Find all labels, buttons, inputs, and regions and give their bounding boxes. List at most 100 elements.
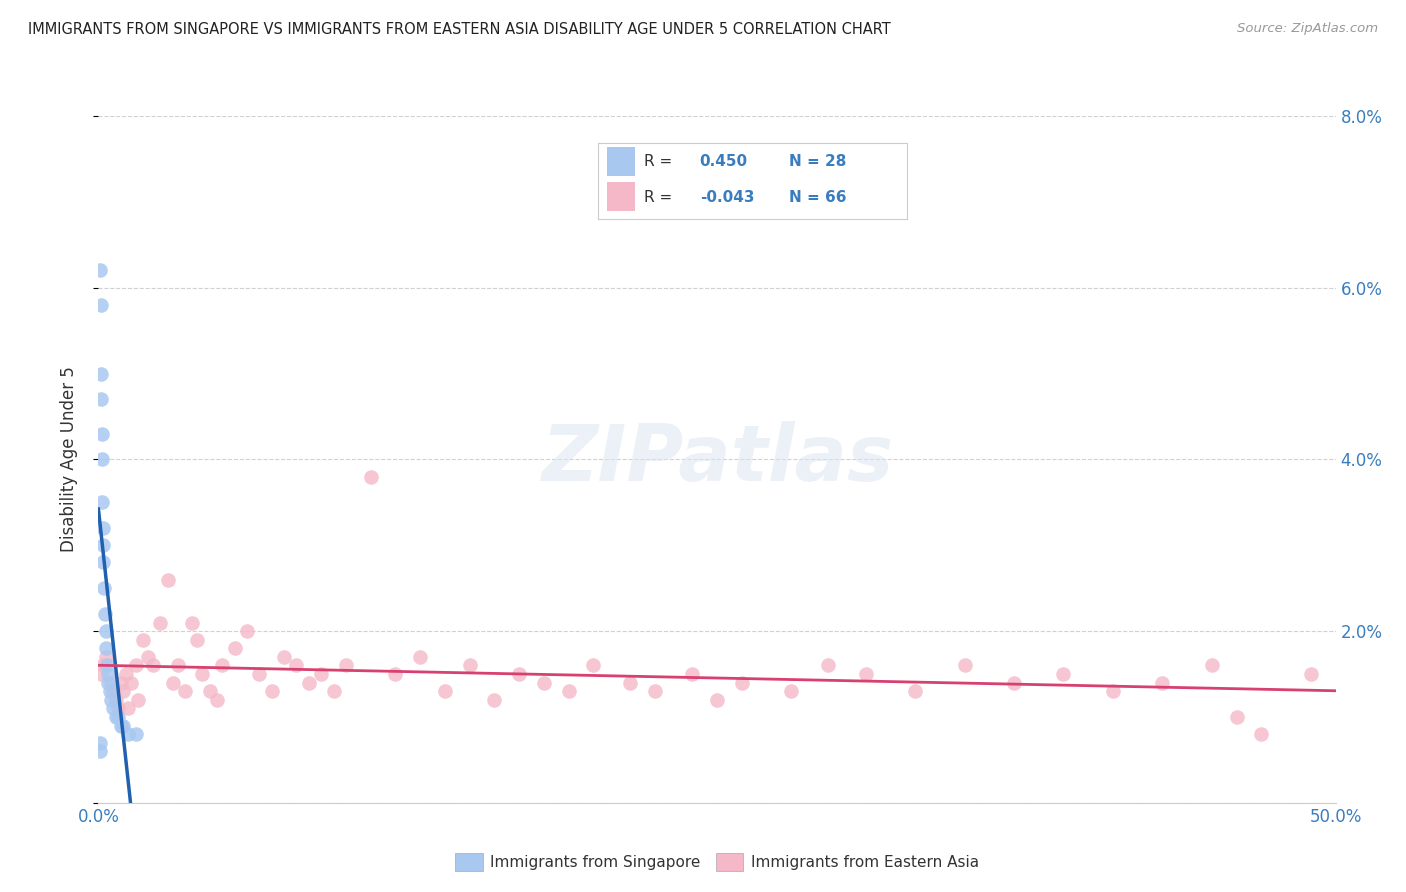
- Point: [97, 667, 120, 681]
- Point: [855, 667, 877, 681]
- Text: ZIPatlas: ZIPatlas: [541, 421, 893, 498]
- Text: Source: ZipAtlas.com: Source: ZipAtlas.com: [1237, 22, 1378, 36]
- Point: [191, 667, 214, 681]
- Point: [198, 684, 221, 698]
- Point: [117, 701, 139, 715]
- Point: [1102, 684, 1125, 698]
- Point: [236, 624, 259, 639]
- Point: [94, 624, 117, 639]
- Point: [93, 658, 115, 673]
- Point: [100, 675, 122, 690]
- Point: [1201, 658, 1223, 673]
- Point: [1250, 727, 1272, 741]
- Point: [156, 573, 179, 587]
- Point: [706, 692, 728, 706]
- Point: [93, 581, 115, 595]
- Point: [619, 675, 641, 690]
- Point: [91, 452, 114, 467]
- Point: [582, 658, 605, 673]
- Text: R =: R =: [644, 154, 672, 169]
- Point: [90, 426, 112, 441]
- Text: IMMIGRANTS FROM SINGAPORE VS IMMIGRANTS FROM EASTERN ASIA DISABILITY AGE UNDER 5: IMMIGRANTS FROM SINGAPORE VS IMMIGRANTS …: [28, 22, 891, 37]
- Point: [181, 615, 204, 630]
- Point: [124, 727, 146, 741]
- Point: [93, 555, 115, 570]
- Point: [1226, 710, 1249, 724]
- Point: [205, 692, 228, 706]
- Point: [731, 675, 754, 690]
- Text: 0.450: 0.450: [700, 154, 748, 169]
- Point: [136, 649, 159, 664]
- Point: [117, 727, 139, 741]
- Point: [124, 658, 146, 673]
- Point: [309, 667, 332, 681]
- Point: [142, 658, 165, 673]
- Point: [681, 667, 703, 681]
- Point: [260, 684, 283, 698]
- Point: [508, 667, 530, 681]
- Point: [98, 684, 121, 698]
- Point: [298, 675, 321, 690]
- Point: [149, 615, 172, 630]
- Point: [89, 736, 111, 750]
- Bar: [607, 147, 634, 176]
- Point: [103, 684, 125, 698]
- Point: [166, 658, 188, 673]
- Point: [89, 744, 111, 758]
- Point: [89, 263, 111, 277]
- Point: [1299, 667, 1322, 681]
- Point: [644, 684, 666, 698]
- Point: [904, 684, 927, 698]
- Point: [110, 718, 132, 732]
- Point: [211, 658, 233, 673]
- Point: [533, 675, 555, 690]
- Point: [93, 607, 115, 621]
- Point: [90, 667, 112, 681]
- Point: [174, 684, 197, 698]
- Point: [97, 675, 120, 690]
- Point: [953, 658, 976, 673]
- Point: [273, 649, 295, 664]
- Point: [94, 641, 117, 656]
- Point: [127, 692, 149, 706]
- Point: [1052, 667, 1074, 681]
- Point: [322, 684, 344, 698]
- Point: [91, 521, 114, 535]
- Point: [1002, 675, 1025, 690]
- Point: [112, 684, 135, 698]
- Legend: Immigrants from Singapore, Immigrants from Eastern Asia: Immigrants from Singapore, Immigrants fr…: [449, 847, 986, 878]
- Point: [186, 632, 208, 647]
- Point: [107, 701, 129, 715]
- Point: [107, 710, 129, 724]
- Point: [104, 710, 127, 724]
- Bar: [607, 182, 634, 211]
- Text: R =: R =: [644, 190, 672, 205]
- Point: [110, 675, 132, 690]
- Point: [224, 641, 246, 656]
- Point: [96, 658, 118, 673]
- Point: [104, 692, 127, 706]
- Y-axis label: Disability Age Under 5: Disability Age Under 5: [59, 367, 77, 552]
- Point: [1152, 675, 1174, 690]
- Point: [557, 684, 579, 698]
- Point: [247, 667, 270, 681]
- Point: [94, 649, 117, 664]
- Point: [433, 684, 456, 698]
- Point: [90, 298, 112, 312]
- Text: N = 66: N = 66: [789, 190, 846, 205]
- Point: [484, 692, 506, 706]
- Text: N = 28: N = 28: [789, 154, 846, 169]
- Point: [90, 367, 112, 381]
- Point: [285, 658, 308, 673]
- Point: [458, 658, 481, 673]
- Point: [112, 718, 135, 732]
- Point: [360, 469, 382, 483]
- Point: [409, 649, 432, 664]
- Point: [93, 538, 115, 552]
- Point: [817, 658, 839, 673]
- Point: [335, 658, 357, 673]
- Point: [91, 495, 114, 509]
- Point: [780, 684, 803, 698]
- Point: [114, 667, 136, 681]
- Text: -0.043: -0.043: [700, 190, 754, 205]
